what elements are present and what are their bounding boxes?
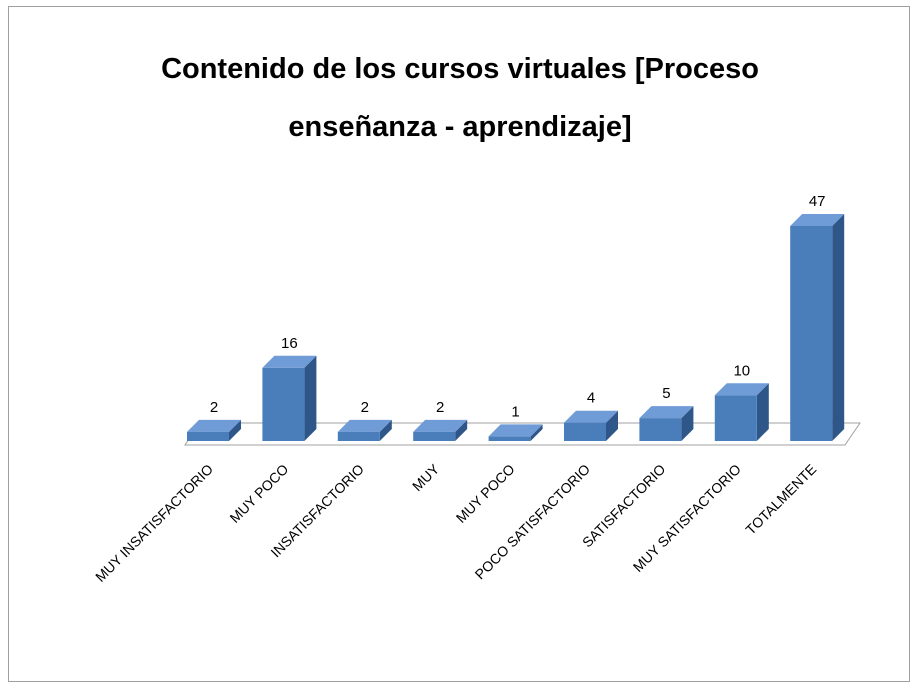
bar-top bbox=[564, 410, 618, 423]
bar-top bbox=[790, 214, 845, 226]
bar-side bbox=[606, 410, 618, 441]
x-tick-label: TOTALMENTE bbox=[742, 461, 819, 538]
bar-side bbox=[832, 214, 845, 441]
bar-top bbox=[337, 419, 392, 432]
bar-top bbox=[187, 419, 241, 432]
bar bbox=[488, 436, 531, 441]
bar bbox=[187, 431, 229, 441]
bar bbox=[639, 418, 682, 441]
data-label: 2 bbox=[210, 399, 218, 416]
bar bbox=[564, 422, 606, 441]
bar-top bbox=[714, 383, 769, 396]
data-label: 2 bbox=[361, 399, 369, 416]
bar-side bbox=[756, 383, 769, 441]
bar-side bbox=[530, 424, 543, 441]
data-label: 4 bbox=[587, 390, 595, 407]
data-label: 2 bbox=[436, 399, 444, 416]
x-tick-label: MUY POCO bbox=[226, 461, 291, 526]
data-label: 47 bbox=[809, 193, 826, 210]
chart-frame bbox=[8, 6, 910, 682]
bar-side bbox=[455, 419, 468, 441]
chart-title: Contenido de los cursos virtuales [Proce… bbox=[161, 53, 759, 143]
x-tick-label: MUY INSATISFACTORIO bbox=[92, 461, 216, 585]
data-label: 10 bbox=[733, 362, 750, 379]
bar bbox=[714, 395, 757, 441]
bar-top bbox=[262, 355, 317, 368]
x-tick-label: MUY POCO bbox=[453, 461, 518, 526]
bar bbox=[262, 367, 305, 441]
bar-side bbox=[681, 406, 694, 441]
bar-top bbox=[488, 424, 543, 437]
bar-top bbox=[639, 406, 694, 419]
bar bbox=[413, 431, 456, 441]
bar bbox=[337, 431, 380, 441]
bar-side bbox=[304, 355, 317, 441]
x-tick-label: MUY bbox=[409, 460, 443, 494]
data-label: 1 bbox=[511, 403, 519, 420]
bar bbox=[790, 226, 833, 441]
bar-side bbox=[229, 419, 241, 441]
data-label: 16 bbox=[281, 335, 298, 352]
bar-side bbox=[379, 419, 392, 441]
data-label: 5 bbox=[662, 385, 670, 402]
bar-top bbox=[413, 419, 468, 432]
